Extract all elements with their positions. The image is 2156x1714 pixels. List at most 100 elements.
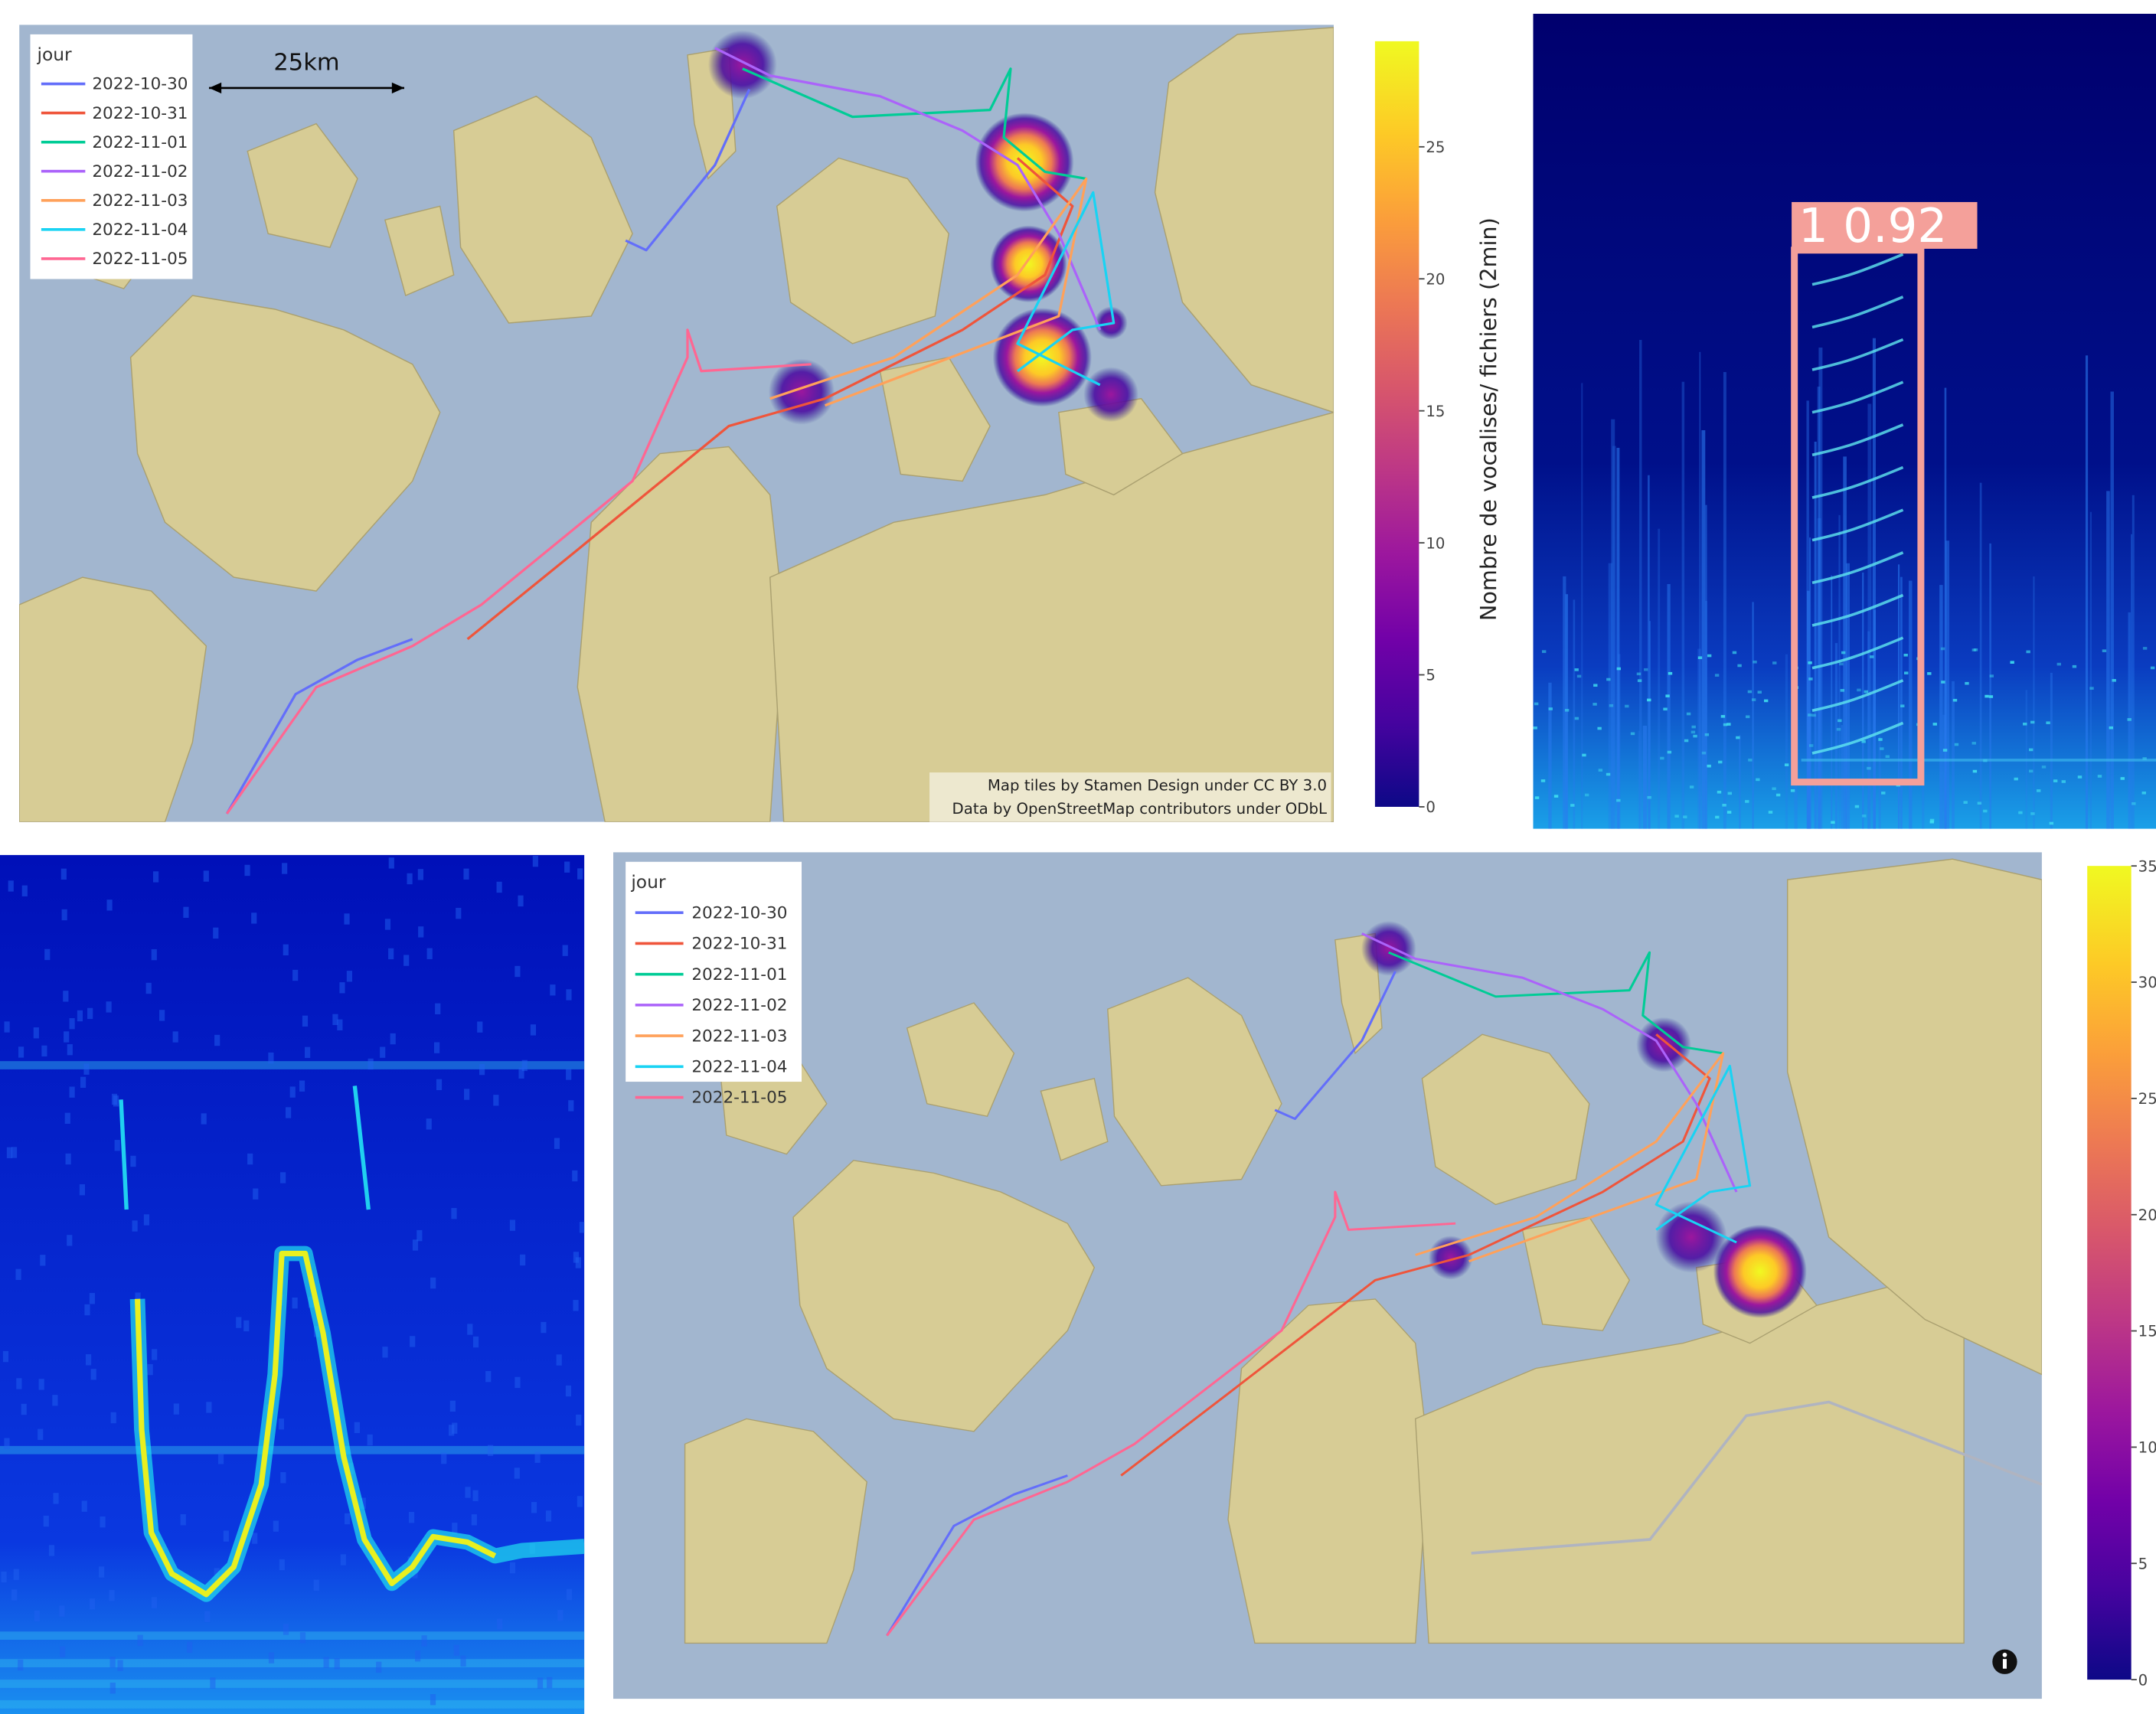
top-map[interactable] [19, 24, 1334, 821]
noise-speck [1674, 815, 1678, 818]
noise-speck [1727, 811, 1731, 814]
noise-speck [563, 945, 568, 955]
noise-speck [554, 1138, 560, 1149]
noise-speck [146, 983, 152, 994]
noise-speck [488, 1445, 493, 1456]
noise-speck [1758, 690, 1762, 694]
colorbar-title: Nombre de vocalises/ fichiers (2min) [1475, 217, 1501, 621]
heat-spot [990, 225, 1067, 302]
noise-speck [1972, 648, 1976, 651]
noise-speck [290, 1086, 296, 1097]
noise-band [0, 1446, 584, 1454]
noise-speck [1638, 679, 1642, 682]
noise-speck [572, 1170, 577, 1181]
noise-speck [1533, 726, 1537, 730]
noise-speck [1542, 650, 1546, 653]
noise-speck [40, 1255, 45, 1265]
noise-speck [112, 1094, 117, 1105]
noise-speck [413, 1239, 418, 1250]
noise-speck [1733, 651, 1736, 655]
noise-speck [84, 1304, 90, 1315]
noise-speck [418, 869, 423, 880]
noise-stripe [1898, 564, 1900, 828]
legend-label: 2022-11-02 [92, 162, 188, 181]
noise-speck [1989, 695, 1993, 698]
noise-stripe [1831, 576, 1832, 829]
noise-speck [477, 1021, 482, 1032]
colorbar-tick-label: 35 [2138, 857, 2156, 875]
noise-speck [214, 1035, 220, 1046]
noise-speck [546, 1510, 551, 1521]
noise-stripe [1705, 505, 1707, 829]
noise-speck [49, 1545, 54, 1556]
noise-speck [403, 955, 409, 965]
legend-label: 2022-11-02 [691, 996, 787, 1015]
noise-speck [1880, 747, 1883, 750]
noise-speck [434, 1042, 439, 1053]
noise-speck [1990, 674, 1994, 677]
noise-speck [64, 1031, 69, 1042]
noise-speck [1718, 761, 1722, 764]
noise-speck [451, 1208, 456, 1219]
noise-speck [314, 1580, 319, 1591]
noise-speck [2030, 721, 2034, 724]
noise-speck [1647, 699, 1651, 702]
noise-speck [422, 1635, 427, 1646]
noise-speck [61, 869, 67, 880]
noise-speck [345, 1513, 350, 1524]
noise-speck [514, 966, 520, 977]
noise-speck [426, 1118, 432, 1129]
scale-label: 25km [273, 50, 339, 77]
noise-speck [465, 1487, 470, 1497]
noise-speck [90, 1598, 95, 1609]
noise-speck [1575, 717, 1579, 720]
noise-stripe [1643, 726, 1647, 829]
noise-speck [1745, 800, 1749, 803]
noise-stripe [1943, 683, 1946, 829]
noise-stripe [1616, 448, 1619, 829]
noise-speck [1808, 661, 1811, 664]
noise-stripe [1873, 338, 1876, 829]
colorbar [2087, 866, 2131, 1680]
noise-speck [1764, 700, 1768, 703]
noise-speck [566, 989, 571, 1000]
noise-speck [435, 1004, 440, 1014]
noise-speck [90, 1293, 95, 1304]
noise-stripe [2106, 491, 2110, 828]
noise-speck [132, 1220, 138, 1231]
legend-label: 2022-11-04 [691, 1057, 787, 1076]
legend-title: jour [36, 44, 72, 65]
noise-speck [493, 1095, 498, 1105]
noise-stripe [2131, 534, 2132, 829]
legend-label: 2022-11-01 [92, 133, 188, 152]
noise-speck [368, 1059, 374, 1069]
noise-speck [204, 870, 209, 881]
noise-stripe [1909, 581, 1913, 829]
noise-speck [1941, 681, 1945, 684]
noise-speck [1535, 796, 1539, 799]
noise-speck [1808, 677, 1812, 681]
noise-speck [1599, 769, 1602, 772]
noise-speck [1791, 789, 1795, 792]
noise-speck [1690, 785, 1694, 788]
attribution: Map tiles by Stamen Design under CC BY 3… [988, 776, 1327, 794]
noise-speck [430, 1694, 436, 1705]
noise-speck [580, 1222, 585, 1232]
noise-speck [479, 1064, 485, 1075]
noise-speck [1606, 773, 1610, 776]
noise-band [0, 1631, 584, 1640]
attribution: Data by OpenStreetMap contributors under… [952, 800, 1328, 818]
noise-speck [82, 1500, 87, 1511]
noise-stripe [1980, 483, 1982, 829]
noise-speck [8, 880, 14, 891]
noise-speck [2050, 822, 2053, 825]
noise-speck [2030, 812, 2034, 815]
noise-speck [1841, 651, 1845, 655]
noise-speck [99, 1566, 104, 1577]
bottom-map[interactable] [613, 852, 2042, 1699]
noise-stripe [1989, 544, 1991, 829]
noise-speck [2026, 651, 2030, 654]
noise-speck [1933, 723, 1937, 726]
noise-speck [1698, 656, 1702, 659]
noise-speck [1930, 819, 1934, 822]
